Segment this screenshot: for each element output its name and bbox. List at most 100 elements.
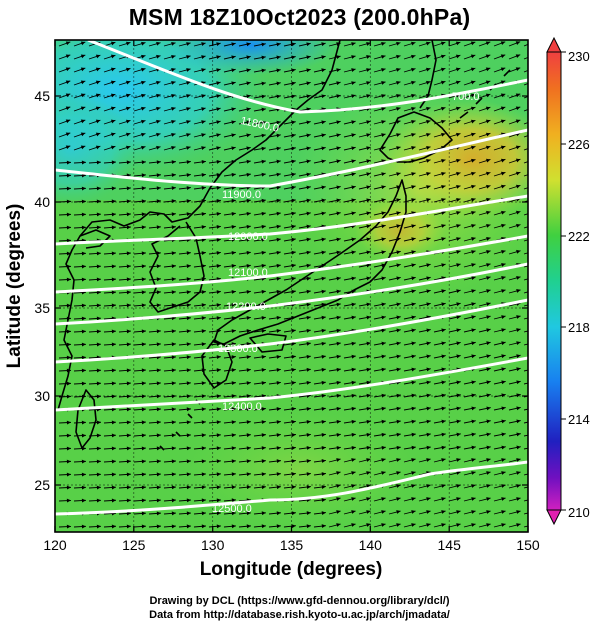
wind-arrow-head bbox=[96, 186, 101, 191]
wind-arrow-head bbox=[201, 212, 206, 216]
wind-arrow-head bbox=[306, 511, 311, 516]
wind-arrow-head bbox=[141, 160, 146, 165]
wind-arrow-head bbox=[276, 420, 281, 424]
wind-arrow-head bbox=[156, 394, 161, 399]
wind-arrow-head bbox=[351, 159, 356, 164]
wind-arrow-head bbox=[351, 133, 356, 138]
wind-arrow-head bbox=[126, 186, 131, 191]
wind-arrow-head bbox=[171, 342, 176, 347]
wind-arrow-head bbox=[66, 342, 71, 347]
wind-arrow-head bbox=[201, 511, 206, 516]
x-tick-label: 150 bbox=[516, 537, 540, 553]
wind-arrow-head bbox=[246, 342, 251, 346]
wind-arrow-head bbox=[336, 68, 341, 73]
wind-arrow-head bbox=[321, 354, 326, 359]
wind-arrow-head bbox=[156, 498, 161, 503]
x-tick-label: 135 bbox=[280, 537, 304, 553]
wind-arrow-head bbox=[171, 381, 176, 386]
wind-arrow-head bbox=[396, 328, 401, 333]
wind-arrow-head bbox=[411, 198, 416, 202]
wind-arrow-head bbox=[516, 445, 521, 450]
wind-arrow-head bbox=[141, 446, 146, 451]
wind-arrow-head bbox=[171, 106, 176, 111]
wind-arrow-head bbox=[411, 172, 416, 176]
wind-arrow-head bbox=[186, 485, 191, 490]
colorbar-label: 218 bbox=[568, 320, 590, 335]
wind-arrow-shaft bbox=[523, 434, 528, 437]
wind-arrow-head bbox=[471, 458, 476, 462]
wind-arrow-head bbox=[306, 315, 311, 320]
wind-arrow-head bbox=[321, 432, 326, 437]
wind-arrow-head bbox=[366, 484, 371, 488]
wind-arrow-head bbox=[516, 354, 521, 359]
wind-arrow-head bbox=[126, 41, 131, 46]
wind-arrow-head bbox=[531, 367, 535, 371]
wind-arrow-head bbox=[411, 250, 416, 255]
wind-arrow-head bbox=[486, 419, 491, 424]
wind-arrow-head bbox=[81, 485, 86, 490]
wind-arrow-head bbox=[411, 471, 416, 475]
wind-arrow-head bbox=[186, 42, 191, 46]
wind-arrow-head bbox=[456, 497, 461, 501]
wind-arrow-head bbox=[291, 94, 296, 99]
wind-arrow-head bbox=[351, 237, 356, 242]
wind-arrow-head bbox=[111, 459, 116, 464]
wind-arrow-head bbox=[126, 225, 131, 230]
wind-arrow-head bbox=[486, 184, 491, 189]
wind-arrow-head bbox=[126, 329, 131, 334]
wind-arrow-head bbox=[276, 433, 281, 437]
wind-arrow-shaft bbox=[523, 148, 528, 151]
wind-arrow-head bbox=[456, 198, 461, 202]
wind-arrow-head bbox=[261, 133, 266, 138]
wind-arrow-head bbox=[321, 120, 326, 125]
wind-arrow-head bbox=[261, 289, 266, 294]
wind-arrow-head bbox=[186, 146, 191, 150]
wind-arrow-head bbox=[306, 289, 311, 294]
contour-line bbox=[55, 460, 528, 516]
wind-arrow-head bbox=[366, 146, 371, 151]
wind-arrow-head bbox=[456, 289, 461, 294]
wind-arrow-head bbox=[426, 263, 431, 268]
wind-arrow-head bbox=[216, 107, 221, 112]
wind-arrow-head bbox=[231, 524, 236, 529]
wind-arrow-head bbox=[441, 328, 446, 333]
wind-arrow-head bbox=[261, 211, 266, 216]
wind-arrow-head bbox=[351, 146, 356, 151]
wind-arrow-head bbox=[336, 94, 341, 99]
wind-arrow-head bbox=[216, 42, 221, 47]
wind-arrow-head bbox=[186, 94, 191, 98]
wind-arrow-head bbox=[96, 485, 101, 490]
wind-arrow-head bbox=[261, 315, 266, 320]
wind-arrow-head bbox=[411, 67, 416, 72]
wind-arrow-head bbox=[455, 80, 461, 85]
wind-arrow-head bbox=[336, 302, 341, 307]
wind-arrow-head bbox=[366, 55, 371, 59]
wind-arrow-head bbox=[141, 264, 146, 269]
wind-arrow-head bbox=[96, 446, 101, 451]
wind-arrow-head bbox=[456, 132, 461, 137]
y-tick-label: 35 bbox=[34, 300, 50, 316]
wind-arrow-head bbox=[455, 41, 461, 46]
wind-arrow-head bbox=[261, 172, 266, 177]
wind-arrow-head bbox=[381, 458, 386, 462]
wind-arrow-head bbox=[531, 54, 535, 58]
wind-arrow-head bbox=[156, 511, 161, 516]
wind-arrow-head bbox=[171, 303, 176, 308]
wind-arrow-head bbox=[231, 146, 236, 151]
wind-arrow-head bbox=[65, 54, 71, 59]
wind-arrow-head bbox=[500, 106, 506, 111]
wind-arrow-shaft bbox=[523, 265, 528, 268]
wind-arrow-head bbox=[306, 42, 311, 47]
wind-arrow-head bbox=[81, 277, 86, 282]
wind-arrow-head bbox=[366, 341, 371, 346]
wind-arrow-head bbox=[171, 199, 176, 204]
wind-arrow-head bbox=[156, 342, 161, 347]
wind-arrow-head bbox=[381, 54, 386, 59]
wind-arrow-head bbox=[486, 171, 491, 176]
wind-arrow-head bbox=[456, 211, 461, 215]
wind-arrow-head bbox=[216, 459, 221, 464]
wind-arrow-head bbox=[441, 497, 446, 501]
wind-arrow-head bbox=[246, 172, 251, 177]
wind-arrow-head bbox=[66, 394, 71, 399]
wind-arrow-head bbox=[246, 472, 251, 477]
